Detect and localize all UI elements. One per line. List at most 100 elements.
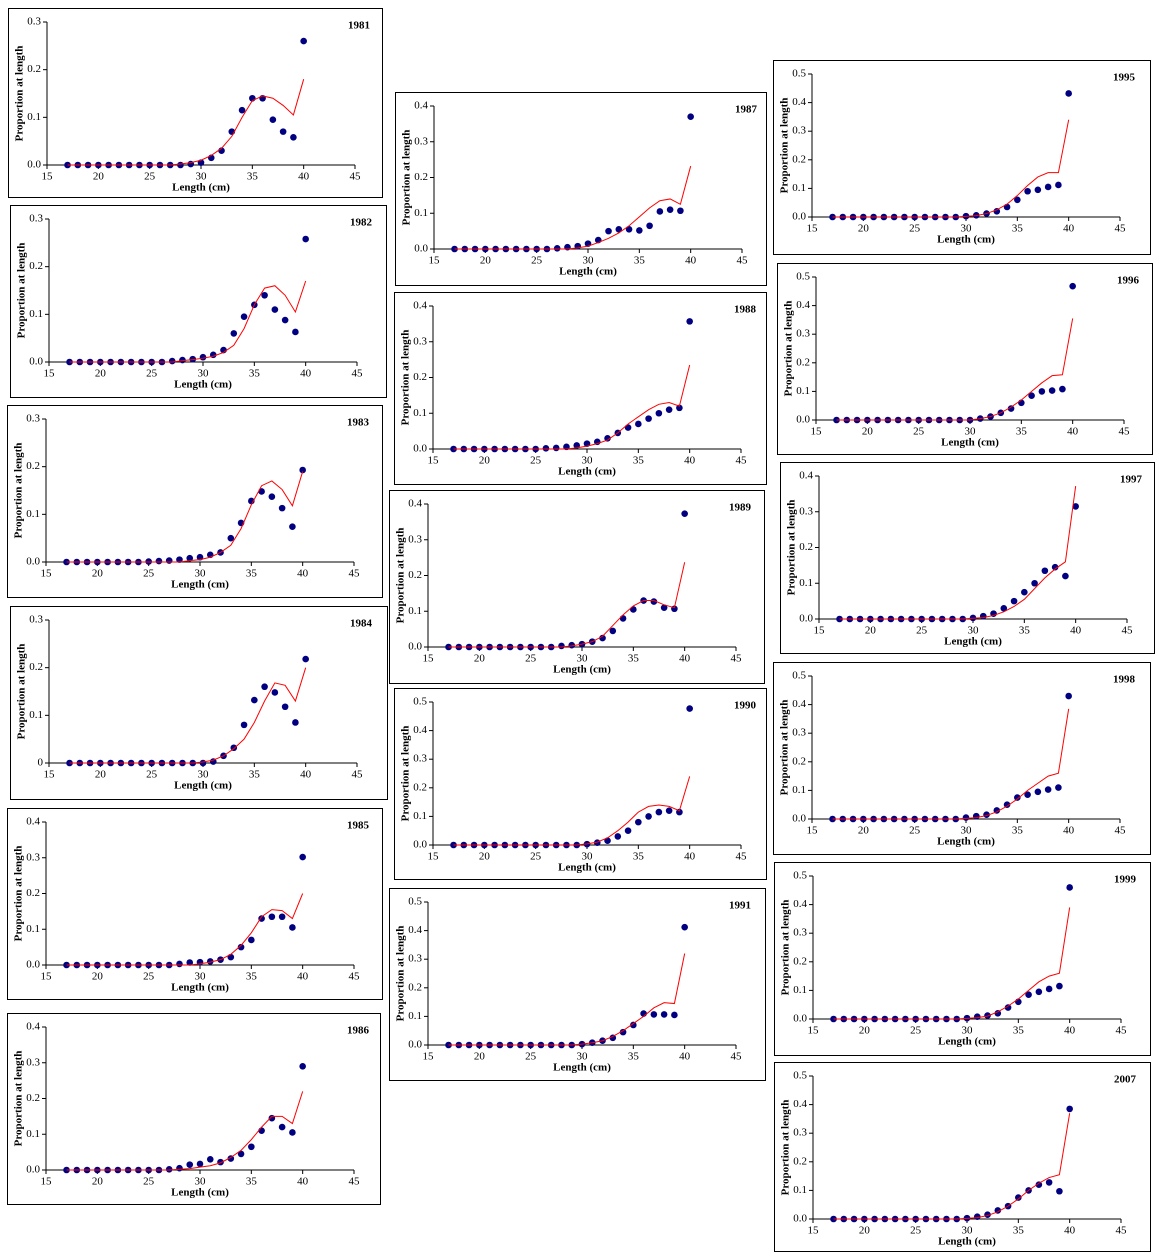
y-tick-label: 0.4: [413, 724, 427, 736]
x-tick-label: 25: [909, 223, 921, 235]
panel-title: 1999: [1114, 874, 1137, 886]
panel-frame: [777, 263, 1153, 455]
observed-point: [552, 444, 560, 452]
observed-point: [1035, 988, 1043, 996]
observed-point: [1059, 385, 1066, 393]
observed-point: [660, 604, 668, 611]
y-axis-label: Proportion at length: [780, 1100, 792, 1196]
x-tick-label: 20: [95, 368, 107, 380]
x-tick-label: 40: [1063, 825, 1075, 837]
observed-point: [1055, 181, 1062, 189]
observed-point: [237, 1150, 245, 1158]
y-tick-label: 0.4: [408, 498, 422, 510]
x-tick-label: 30: [196, 171, 208, 183]
panel: 0.0 0.1 0.2 0.3 0.4 15 20 25 30 35 40 45 Length (cm)…: [389, 490, 765, 684]
y-tick-label: 0.1: [414, 207, 428, 219]
observed-point: [186, 554, 194, 562]
x-tick-label: 45: [731, 1051, 743, 1063]
model-line: [448, 562, 686, 648]
x-tick-label: 25: [525, 1051, 537, 1063]
observed-point: [650, 1011, 658, 1018]
panel-title: 1981: [348, 20, 370, 32]
x-tick-label: 15: [814, 625, 826, 637]
x-tick-label: 40: [1063, 223, 1075, 235]
x-tick-label: 35: [634, 255, 646, 267]
y-tick-label: 0.4: [26, 1021, 40, 1033]
x-tick-label: 15: [811, 426, 823, 438]
y-tick-label: 0.1: [792, 182, 806, 194]
panel: 0.0 0.1 0.2 0.3 0.4 15 20 25 30 35 40 45 Length (cm)…: [394, 292, 767, 485]
observed-point: [268, 493, 276, 500]
observed-point: [155, 557, 163, 565]
x-tick-label: 20: [479, 455, 491, 467]
observed-point: [665, 807, 673, 814]
observed-point: [1034, 186, 1042, 194]
y-axis-label: Proportion at length: [16, 644, 28, 740]
y-tick-label: 0.0: [793, 1013, 807, 1025]
y-tick-label: 0.4: [26, 816, 40, 828]
observed-point: [289, 523, 296, 531]
observed-point: [289, 1129, 296, 1136]
y-tick-label: 0.1: [26, 923, 40, 935]
observed-point: [1024, 791, 1031, 798]
x-tick-label: 20: [479, 851, 491, 863]
y-axis-label: Proportion at length: [783, 301, 795, 397]
x-tick-label: 35: [633, 851, 645, 863]
observed-point: [292, 328, 299, 336]
y-tick-label: 0.0: [26, 1164, 40, 1176]
observed-point: [199, 759, 207, 767]
observed-point: [609, 1034, 617, 1042]
observed-point: [206, 1155, 214, 1163]
x-tick-label: 40: [297, 568, 309, 580]
x-tick-label: 30: [583, 255, 595, 267]
observed-point: [271, 306, 279, 313]
model-line: [839, 485, 1077, 620]
x-tick-label: 20: [859, 1225, 871, 1237]
panel-frame: [774, 862, 1151, 1056]
x-axis-label: Length (cm): [172, 182, 230, 194]
y-tick-label: 0.0: [26, 556, 40, 568]
x-tick-label: 45: [1116, 1225, 1128, 1237]
x-tick-label: 25: [531, 255, 543, 267]
x-tick-label: 15: [41, 971, 53, 983]
x-tick-label: 15: [807, 223, 819, 235]
x-axis-label: Length (cm): [937, 234, 995, 246]
observed-point: [681, 510, 688, 517]
observed-point: [261, 683, 268, 691]
x-tick-label: 40: [300, 368, 312, 380]
x-tick-label: 25: [146, 368, 158, 380]
x-tick-label: 40: [1064, 1225, 1076, 1237]
observed-point: [281, 316, 289, 324]
observed-point: [230, 330, 238, 337]
y-tick-label: 0.2: [27, 63, 41, 75]
x-tick-label: 20: [865, 625, 877, 637]
x-tick-label: 40: [1064, 1025, 1076, 1037]
y-tick-label: 0.3: [29, 213, 43, 225]
x-tick-label: 35: [249, 368, 260, 380]
x-axis-label: Length (cm): [171, 579, 229, 591]
x-tick-label: 45: [349, 1176, 361, 1188]
x-tick-label: 25: [146, 769, 158, 781]
model-line: [832, 119, 1070, 218]
observed-point: [671, 1011, 678, 1019]
x-tick-label: 20: [92, 971, 104, 983]
panel-frame: [7, 1013, 381, 1205]
y-tick-label: 0.3: [413, 335, 427, 347]
y-tick-label: 0.2: [793, 955, 807, 967]
model-line: [832, 708, 1070, 820]
model-line: [69, 667, 307, 764]
y-tick-label: 0.1: [27, 111, 41, 123]
y-axis-label: Proportion at length: [786, 500, 798, 596]
observed-point: [655, 808, 663, 816]
observed-point: [645, 813, 652, 820]
model-line: [833, 907, 1071, 1020]
y-tick-label: 0.1: [793, 1184, 807, 1196]
y-tick-label: 0.0: [408, 641, 422, 653]
observed-point: [984, 1012, 991, 1019]
observed-point: [290, 134, 297, 141]
x-tick-label: 35: [246, 568, 257, 580]
y-tick-label: 0.4: [793, 898, 807, 910]
x-tick-label: 25: [910, 1225, 922, 1237]
y-tick-label: 0.1: [792, 784, 806, 796]
panel: 0.0 0.1 0.2 0.3 0.4 15 20 25 30 35 40 45 Length (cm)…: [7, 1013, 381, 1205]
